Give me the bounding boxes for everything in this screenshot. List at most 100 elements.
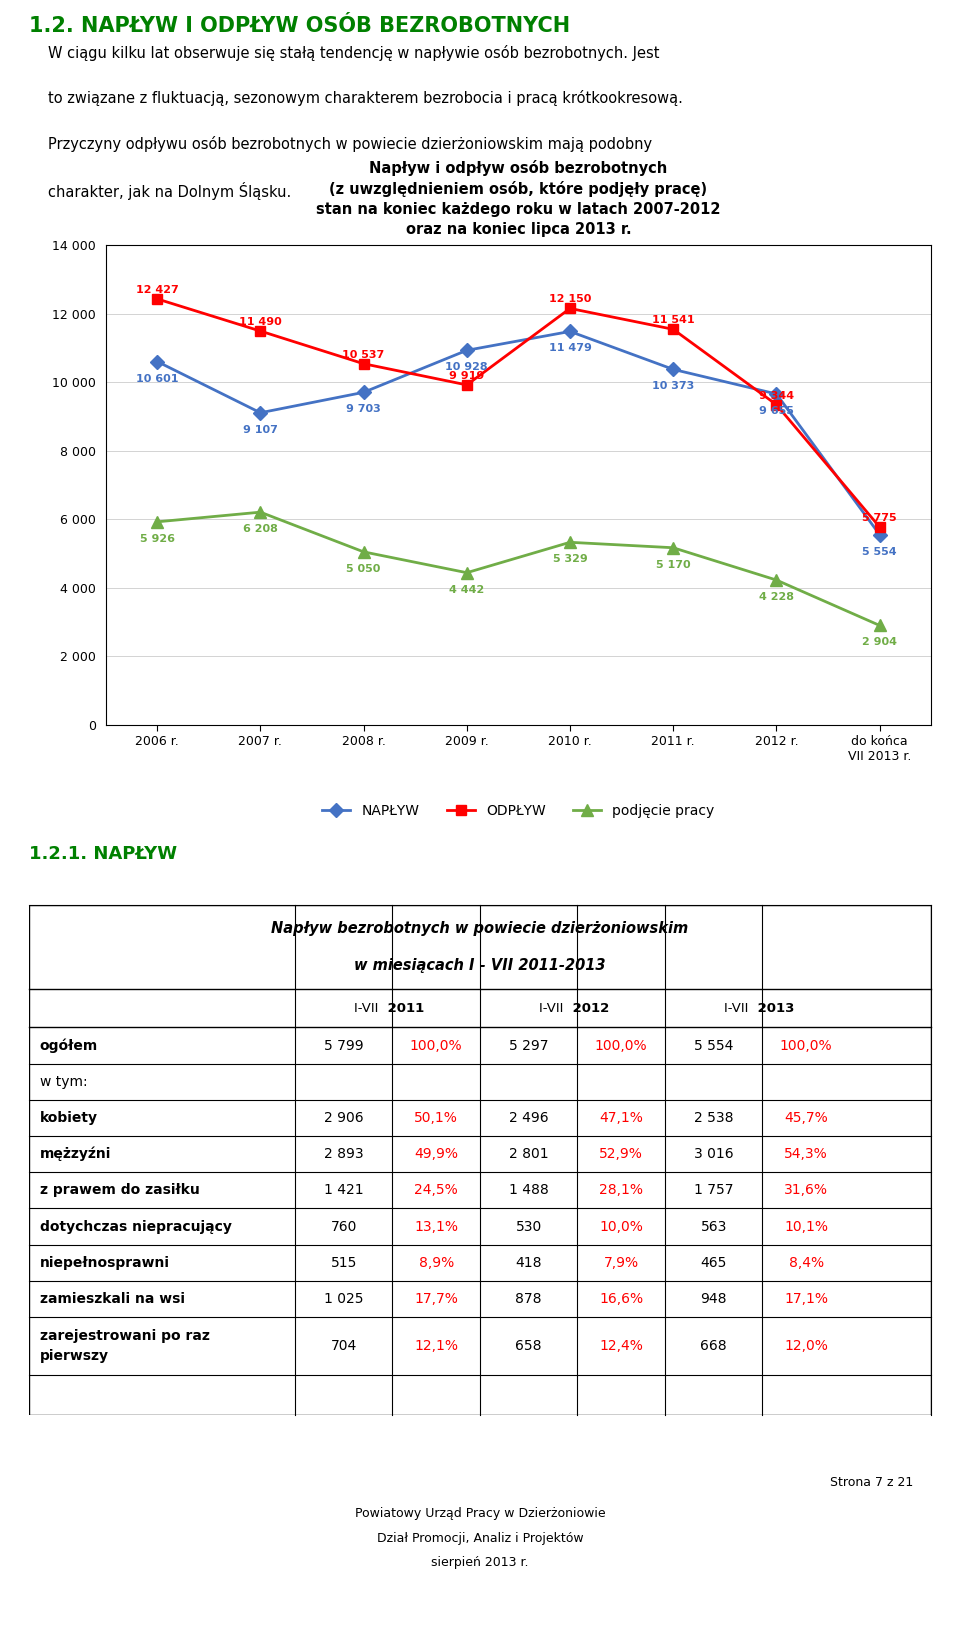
Text: 9 919: 9 919 <box>449 371 485 381</box>
Text: 10 928: 10 928 <box>445 362 488 373</box>
Text: 5 329: 5 329 <box>553 554 588 564</box>
Text: 11 479: 11 479 <box>548 344 591 353</box>
Text: 12,4%: 12,4% <box>599 1339 643 1354</box>
Text: 10,1%: 10,1% <box>784 1220 828 1233</box>
Text: W ciągu kilku lat obserwuje się stałą tendencję w napływie osób bezrobotnych. Je: W ciągu kilku lat obserwuje się stałą te… <box>48 46 660 60</box>
Text: dotychczas niepracujący: dotychczas niepracujący <box>39 1220 231 1233</box>
Text: 2 904: 2 904 <box>862 637 897 647</box>
Text: 100,0%: 100,0% <box>595 1039 648 1052</box>
Text: 10 601: 10 601 <box>136 373 179 383</box>
Text: 1 025: 1 025 <box>324 1292 364 1306</box>
Text: 5 775: 5 775 <box>862 513 897 523</box>
Text: zamieszkali na wsi: zamieszkali na wsi <box>39 1292 184 1306</box>
Text: 54,3%: 54,3% <box>784 1147 828 1161</box>
Text: 8,9%: 8,9% <box>419 1256 454 1269</box>
Text: 45,7%: 45,7% <box>784 1111 828 1126</box>
Text: 948: 948 <box>701 1292 727 1306</box>
Text: 6 208: 6 208 <box>243 525 277 534</box>
Text: 10 373: 10 373 <box>652 381 694 391</box>
Text: 4 442: 4 442 <box>449 585 485 595</box>
Text: 5 554: 5 554 <box>694 1039 733 1052</box>
Text: 24,5%: 24,5% <box>415 1183 458 1197</box>
Text: 7,9%: 7,9% <box>604 1256 638 1269</box>
Text: Przyczyny odpływu osób bezrobotnych w powiecie dzierżoniowskim mają podobny: Przyczyny odpływu osób bezrobotnych w po… <box>48 135 652 151</box>
Text: 12 427: 12 427 <box>135 285 179 295</box>
Text: 704: 704 <box>330 1339 357 1354</box>
Text: 563: 563 <box>701 1220 727 1233</box>
Text: sierpień 2013 r.: sierpień 2013 r. <box>431 1556 529 1569</box>
Text: w tym:: w tym: <box>39 1075 87 1088</box>
Text: 11 490: 11 490 <box>239 318 282 327</box>
Text: 5 926: 5 926 <box>140 534 175 544</box>
Text: zarejestrowani po raz: zarejestrowani po raz <box>39 1329 209 1342</box>
Text: 5 554: 5 554 <box>862 547 897 557</box>
Text: 9 107: 9 107 <box>243 425 277 435</box>
Text: 465: 465 <box>701 1256 727 1269</box>
Text: 100,0%: 100,0% <box>780 1039 832 1052</box>
Text: 47,1%: 47,1% <box>599 1111 643 1126</box>
Text: 11 541: 11 541 <box>652 314 694 326</box>
Text: to związane z fluktuacją, sezonowym charakterem bezrobocia i pracą krótkookresow: to związane z fluktuacją, sezonowym char… <box>48 91 683 106</box>
Text: ogółem: ogółem <box>39 1038 98 1052</box>
Text: 100,0%: 100,0% <box>410 1039 463 1052</box>
Text: 28,1%: 28,1% <box>599 1183 643 1197</box>
Text: 2 893: 2 893 <box>324 1147 364 1161</box>
Text: Dział Promocji, Analiz i Projektów: Dział Promocji, Analiz i Projektów <box>376 1531 584 1544</box>
Text: 515: 515 <box>330 1256 357 1269</box>
Text: 10,0%: 10,0% <box>599 1220 643 1233</box>
Text: 31,6%: 31,6% <box>784 1183 828 1197</box>
Text: 13,1%: 13,1% <box>414 1220 458 1233</box>
Text: 8,4%: 8,4% <box>789 1256 824 1269</box>
Text: 2 496: 2 496 <box>509 1111 548 1126</box>
Text: 1 757: 1 757 <box>694 1183 733 1197</box>
Text: 2011: 2011 <box>383 1002 424 1015</box>
Text: 2012: 2012 <box>568 1002 610 1015</box>
Text: 760: 760 <box>330 1220 357 1233</box>
Title: Napływ i odpływ osób bezrobotnych
(z uwzględnieniem osób, które podjęły pracę)
s: Napływ i odpływ osób bezrobotnych (z uwz… <box>316 160 721 236</box>
Text: 9 703: 9 703 <box>347 404 381 414</box>
Text: 5 799: 5 799 <box>324 1039 364 1052</box>
Text: 1 421: 1 421 <box>324 1183 364 1197</box>
Text: kobiety: kobiety <box>39 1111 98 1126</box>
Text: 1 488: 1 488 <box>509 1183 548 1197</box>
Text: mężzyźni: mężzyźni <box>39 1147 111 1161</box>
Text: 9 344: 9 344 <box>758 391 794 401</box>
Text: 5 297: 5 297 <box>509 1039 548 1052</box>
Text: 12 150: 12 150 <box>549 295 591 305</box>
Text: 5 050: 5 050 <box>347 564 381 573</box>
Text: 668: 668 <box>701 1339 727 1354</box>
Text: 1.2.1. NAPŁYW: 1.2.1. NAPŁYW <box>29 845 177 863</box>
Text: 4 228: 4 228 <box>759 591 794 603</box>
Text: I-VII: I-VII <box>540 1002 568 1015</box>
Text: 52,9%: 52,9% <box>599 1147 643 1161</box>
Text: 2013: 2013 <box>753 1002 794 1015</box>
Text: 658: 658 <box>516 1339 542 1354</box>
Text: 530: 530 <box>516 1220 541 1233</box>
Text: I-VII: I-VII <box>725 1002 753 1015</box>
Text: 9 655: 9 655 <box>759 406 794 415</box>
Text: 12,0%: 12,0% <box>784 1339 828 1354</box>
Text: I-VII: I-VII <box>354 1002 383 1015</box>
Text: 1.2. NAPŁYW I ODPŁYW OSÓB BEZROBOTNYCH: 1.2. NAPŁYW I ODPŁYW OSÓB BEZROBOTNYCH <box>29 16 570 36</box>
Text: charakter, jak na Dolnym Śląsku.: charakter, jak na Dolnym Śląsku. <box>48 181 291 199</box>
Text: 2 906: 2 906 <box>324 1111 364 1126</box>
Text: Napływ bezrobotnych w powiecie dzierżoniowskim: Napływ bezrobotnych w powiecie dzierżoni… <box>272 920 688 937</box>
Text: 12,1%: 12,1% <box>414 1339 458 1354</box>
Text: z prawem do zasiłku: z prawem do zasiłku <box>39 1183 200 1197</box>
Text: niepełnosprawni: niepełnosprawni <box>39 1256 170 1269</box>
Text: 17,7%: 17,7% <box>415 1292 458 1306</box>
Text: Powiatowy Urząd Pracy w Dzierżoniowie: Powiatowy Urząd Pracy w Dzierżoniowie <box>354 1507 606 1520</box>
Text: 2 801: 2 801 <box>509 1147 548 1161</box>
Text: 418: 418 <box>516 1256 542 1269</box>
Text: 49,9%: 49,9% <box>414 1147 458 1161</box>
Text: Strona 7 z 21: Strona 7 z 21 <box>829 1476 913 1489</box>
Legend: NAPŁYW, ODPŁYW, podjęcie pracy: NAPŁYW, ODPŁYW, podjęcie pracy <box>317 798 720 824</box>
Text: 10 537: 10 537 <box>343 350 385 360</box>
Text: 50,1%: 50,1% <box>415 1111 458 1126</box>
Text: 3 016: 3 016 <box>694 1147 733 1161</box>
Text: w miesiącach I - VII 2011-2013: w miesiącach I - VII 2011-2013 <box>354 958 606 973</box>
Text: 17,1%: 17,1% <box>784 1292 828 1306</box>
Text: 5 170: 5 170 <box>656 560 690 570</box>
Text: 2 538: 2 538 <box>694 1111 733 1126</box>
Text: 16,6%: 16,6% <box>599 1292 643 1306</box>
